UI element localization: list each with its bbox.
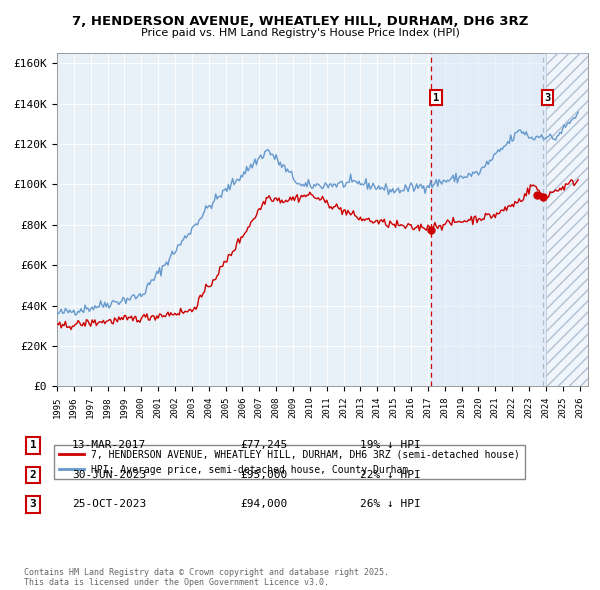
Bar xyxy=(546,53,588,386)
Text: 13-MAR-2017: 13-MAR-2017 xyxy=(72,441,146,450)
Text: £95,000: £95,000 xyxy=(240,470,287,480)
Text: £77,245: £77,245 xyxy=(240,441,287,450)
Text: 30-JUN-2023: 30-JUN-2023 xyxy=(72,470,146,480)
Text: 1: 1 xyxy=(433,93,439,103)
Text: 1: 1 xyxy=(29,441,37,450)
Text: 22% ↓ HPI: 22% ↓ HPI xyxy=(360,470,421,480)
Text: £94,000: £94,000 xyxy=(240,500,287,509)
Text: 3: 3 xyxy=(544,93,551,103)
Text: Price paid vs. HM Land Registry's House Price Index (HPI): Price paid vs. HM Land Registry's House … xyxy=(140,28,460,38)
Text: 7, HENDERSON AVENUE, WHEATLEY HILL, DURHAM, DH6 3RZ: 7, HENDERSON AVENUE, WHEATLEY HILL, DURH… xyxy=(72,15,528,28)
Bar xyxy=(546,53,588,386)
Text: 26% ↓ HPI: 26% ↓ HPI xyxy=(360,500,421,509)
Text: Contains HM Land Registry data © Crown copyright and database right 2025.
This d: Contains HM Land Registry data © Crown c… xyxy=(24,568,389,587)
Text: 3: 3 xyxy=(29,500,37,509)
Bar xyxy=(431,53,588,386)
Text: 25-OCT-2023: 25-OCT-2023 xyxy=(72,500,146,509)
Legend: 7, HENDERSON AVENUE, WHEATLEY HILL, DURHAM, DH6 3RZ (semi-detached house), HPI: : 7, HENDERSON AVENUE, WHEATLEY HILL, DURH… xyxy=(55,445,525,479)
Text: 19% ↓ HPI: 19% ↓ HPI xyxy=(360,441,421,450)
Text: 2: 2 xyxy=(29,470,37,480)
